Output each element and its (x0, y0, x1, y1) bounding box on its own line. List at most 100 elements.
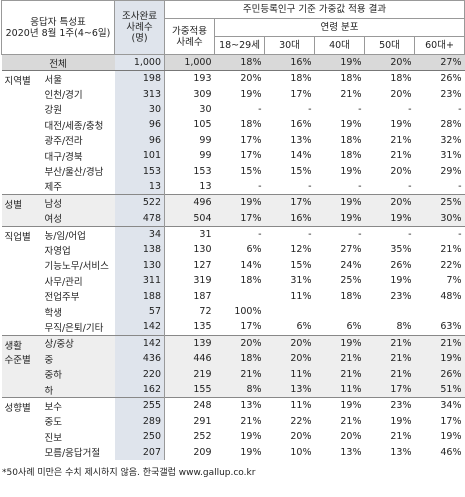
cell: 19% (240, 446, 262, 458)
cell: 18% (340, 290, 362, 302)
cell: 19% (314, 397, 365, 414)
cell: - (258, 180, 262, 192)
cell: 193 (164, 70, 215, 87)
cell: 14% (290, 150, 312, 162)
cell: 6% (296, 321, 312, 333)
cell: 1,000 (114, 54, 165, 71)
cell: 31 (164, 225, 215, 243)
cell: 289 (114, 413, 165, 429)
row: 중도 289 291 21% 22% 21% 19% 17% (2, 413, 465, 429)
cell: 17% (364, 381, 415, 398)
cell: 17% (440, 415, 462, 427)
cell: 18% (364, 70, 415, 87)
row-label: 여성 (41, 210, 115, 227)
cell: 436 (114, 351, 165, 367)
cell: 18% (240, 275, 262, 287)
cell: 16% (290, 119, 312, 131)
cell: 18% (264, 70, 315, 87)
row-label: 중 (41, 351, 115, 367)
group-label: 성별 (1, 194, 42, 227)
row-label: 상/중상 (41, 334, 115, 352)
cell: 20% (214, 70, 265, 87)
age-header: 50대 (364, 36, 416, 55)
cell: 162 (114, 381, 165, 398)
cell: 153 (114, 163, 165, 179)
cell: 11% (264, 366, 315, 382)
cell: 8% (214, 381, 265, 398)
row-label: 중하 (41, 366, 115, 382)
cell: - (308, 103, 312, 115)
cell (415, 304, 465, 319)
row: 학생 57 72 100% (2, 303, 465, 320)
row: 대전/세종/충청 96 105 18% 16% 19% 19% 28% (2, 117, 465, 133)
cell: 18% (340, 134, 362, 146)
row: 중 436 446 18% 20% 21% 21% 19% (2, 351, 465, 367)
weighted-title: 주민등록인구 기준 가중값 적용 결과 (164, 0, 465, 19)
cell: 21% (214, 366, 265, 382)
row: 부산/울산/경남 153 153 15% 15% 19% 20% 29% (2, 163, 465, 179)
cell: 35% (390, 244, 412, 256)
row: 전체 1,000 1,000 18% 16% 19% 20% 27% (1, 54, 465, 71)
text-line: 성별 (4, 200, 22, 212)
row: 성별 남성 522 496 19% 17% 19% 20% 25% (1, 194, 465, 227)
cell: 248 (164, 397, 215, 414)
cell: 187 (164, 288, 215, 304)
cell: - (308, 180, 312, 192)
group-label: 생활 수준별 (1, 334, 42, 398)
cell: 11% (264, 397, 315, 414)
cell: 13 (114, 178, 165, 195)
cell: 13% (290, 134, 312, 146)
weighted-sample-header: 가중적용 사례수 (164, 18, 216, 55)
cell: 255 (114, 397, 165, 414)
cell: 496 (164, 194, 215, 211)
cell: 48% (440, 290, 462, 302)
row-label: 광주/전라 (44, 136, 83, 148)
title-cell: 응답자 특성표 2020년 8월 1주(4~6일) (0, 0, 116, 55)
cell: 20% (264, 334, 315, 352)
row: 하 162 155 8% 13% 11% 17% 51% (2, 381, 465, 398)
cell: 13% (264, 381, 315, 398)
cell: 30 (164, 101, 215, 118)
row: 대구/경북 101 99 17% 14% 18% 21% 31% (2, 147, 465, 164)
cell: 219 (164, 366, 215, 382)
row: 무직/은퇴/기타 142 135 17% 6% 6% 8% 63% (2, 319, 465, 336)
cell: 96 (114, 117, 165, 133)
cell: - (408, 103, 412, 115)
row: 여성 478 504 17% 16% 19% 19% 30% (2, 210, 465, 227)
cell (265, 304, 315, 319)
cell: 11% (314, 381, 365, 398)
row-label: 모름/응답거절 (44, 448, 101, 460)
text-line: 지역별 (4, 76, 31, 87)
cell: 15% (290, 259, 312, 271)
cell: 17% (240, 134, 262, 146)
cell: 19% (390, 275, 412, 287)
age-header: 18~29세 (214, 36, 266, 55)
row: 중하 220 219 21% 11% 21% 21% 26% (2, 366, 465, 382)
cell: 209 (164, 444, 215, 460)
row: 전업주부 188 187 11% 18% 23% 48% (2, 288, 465, 304)
cell: - (408, 180, 412, 192)
cell: 21% (364, 351, 415, 367)
row-label: 중도 (44, 417, 62, 429)
row: 성향별 보수 255 248 13% 11% 19% 23% 34% (1, 397, 465, 460)
cell: 17% (290, 88, 312, 100)
cell: - (414, 225, 465, 243)
cell: 101 (114, 147, 165, 164)
cell: 504 (164, 210, 215, 227)
cell (315, 304, 365, 319)
cell: 446 (164, 351, 215, 367)
cell: 13% (214, 397, 265, 414)
cell: 20% (364, 54, 415, 71)
cell: 19% (314, 194, 365, 211)
cell: - (364, 225, 415, 243)
cell: 21% (364, 334, 415, 352)
cell: 155 (164, 381, 215, 398)
cell: 19% (440, 431, 462, 443)
cell: 153 (164, 163, 215, 179)
cell: 17% (214, 210, 265, 227)
text-line: 사례수 (176, 36, 203, 48)
cell: 21% (314, 351, 365, 367)
cell: 28% (440, 119, 462, 131)
cell: 19% (390, 119, 412, 131)
row: 제주 13 13 - - - - - (2, 178, 465, 195)
